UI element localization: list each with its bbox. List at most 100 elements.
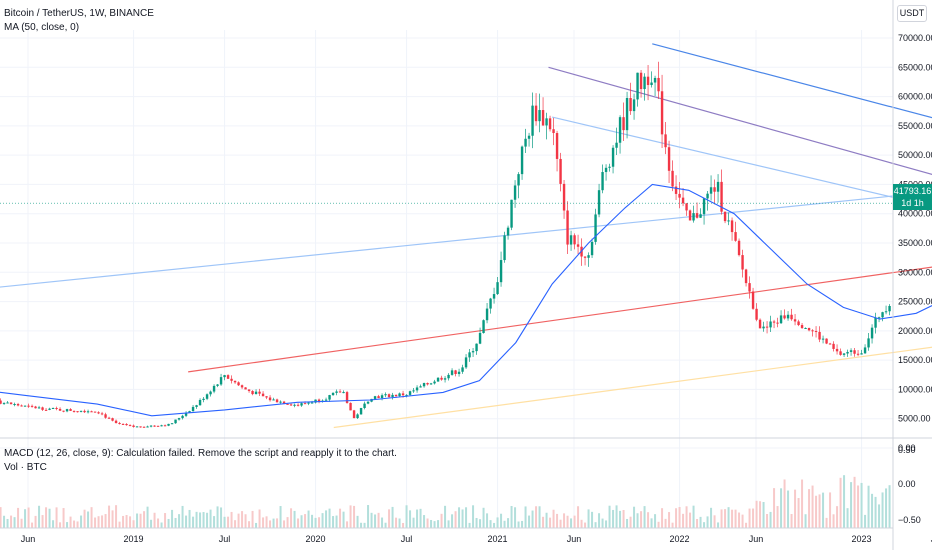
volume-bar [283,520,286,528]
volume-bar [255,522,258,528]
volume-bar [38,505,41,528]
volume-bar [129,516,132,528]
volume-bar [650,518,653,528]
candle-body [422,383,426,387]
volume-bar [94,517,97,528]
volume-bar [671,522,674,528]
macd-error-label[interactable]: MACD (12, 26, close, 9): Calculation fai… [4,448,397,459]
candle-body [566,210,569,245]
volume-bar [13,517,16,528]
candle-body [842,353,846,355]
candle-body [741,255,744,270]
candle-body [555,133,559,159]
volume-bar [402,522,405,528]
symbol-title[interactable]: Bitcoin / TetherUS, 1W, BINANCE [4,8,154,19]
volume-bar [818,494,821,528]
candle-body [128,425,132,427]
volume-bar [626,518,629,528]
volume-bar [437,520,440,528]
candle-body [104,414,107,418]
candle-body [433,381,436,384]
volume-bar [262,517,265,528]
volume-bar [76,521,79,528]
volume-bar [237,513,240,528]
volume-bar [108,505,111,528]
volume-bar [475,517,478,528]
candle-body [30,405,34,407]
candle-body [849,350,853,352]
candle-body [170,423,174,425]
volume-bar [584,522,587,528]
candle-body [226,375,230,379]
volume-bar [472,505,475,528]
volume-bar [885,488,888,528]
candle-body [576,244,580,247]
candle-body [468,352,471,358]
price-tick-label: 40000.00 [898,209,932,219]
candle-body [615,142,618,148]
candle-body [198,399,202,406]
candle-body [181,415,184,419]
candle-body [489,298,492,309]
volume-bar [556,513,559,528]
candle-body [594,214,597,242]
candle-body [818,331,821,340]
volume-bar [612,509,615,528]
candle-body [149,425,153,427]
candle-body [793,319,797,322]
volume-bar [265,516,268,528]
candle-body [394,394,398,397]
candle-body [639,72,643,90]
candle-body [835,348,839,352]
price-tick-label: 60000.00 [898,92,932,102]
candle-body [888,305,891,312]
volume-bar [62,508,65,528]
candle-body [237,382,240,386]
volume-bar [409,510,412,528]
candle-body [174,419,177,424]
volume-bar [874,496,877,528]
volume-bar [188,509,191,528]
ma-indicator-label[interactable]: MA (50, close, 0) [4,22,80,33]
candle-body [709,187,713,194]
volume-bar [458,507,461,528]
candle-body [856,353,860,355]
volume-bar [146,506,149,528]
trendline [333,346,932,429]
candle-body [163,425,167,427]
candle-body [55,408,58,410]
volume-bar [444,505,447,528]
volume-indicator-label[interactable]: Vol · BTC [4,462,47,473]
candle-body [93,411,97,413]
volume-bar [794,489,797,528]
candle-body [636,72,639,100]
volume-bar [356,515,359,528]
candle-body [860,353,863,355]
candle-body [377,396,380,399]
volume-bar [20,518,23,528]
candle-body [548,118,552,130]
candle-body [769,321,772,328]
candle-body [713,187,716,192]
volume-bar [703,522,706,528]
volume-bar [227,516,230,528]
currency-badge[interactable]: USDT [897,5,927,22]
volume-bar [664,518,667,528]
volume-bar [314,517,317,528]
candle-body [268,397,272,401]
candle-body [506,227,510,236]
candle-body [282,401,286,404]
candle-body [405,394,408,396]
volume-bar [454,511,457,528]
volume-bar [248,521,251,528]
candle-body [212,385,216,392]
candle-body [653,77,657,83]
volume-bar [59,522,62,528]
candle-body [286,403,289,405]
candle-body [727,220,730,222]
candle-body [762,326,765,329]
volume-bar [433,521,436,528]
volume-bar [55,507,58,528]
trendlines [0,43,932,429]
